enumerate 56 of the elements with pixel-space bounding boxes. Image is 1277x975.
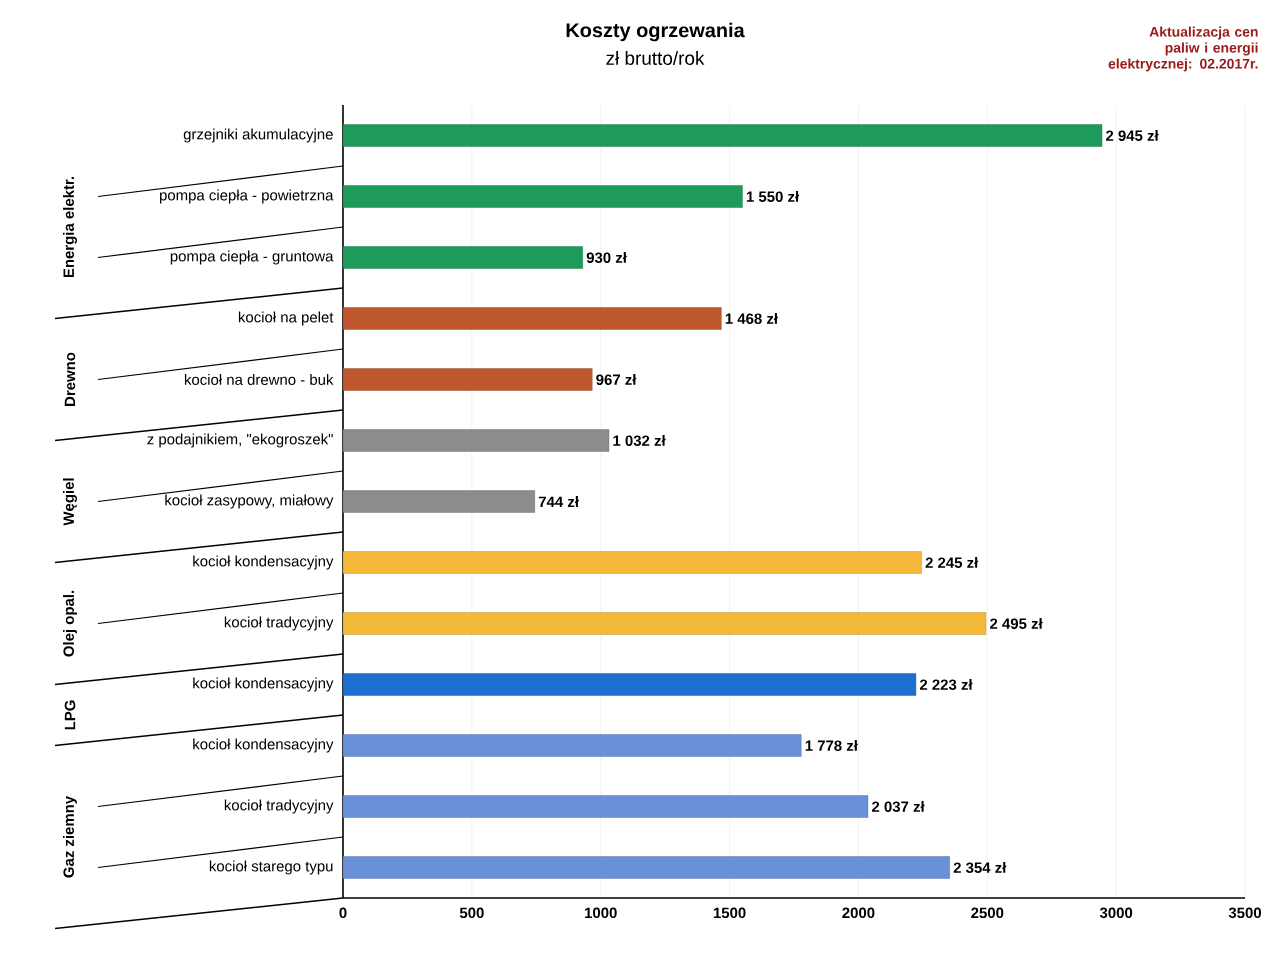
data-label: 1 550 zł xyxy=(746,191,800,202)
bar xyxy=(342,185,743,208)
x-tick-label: 3000 xyxy=(1099,907,1133,919)
y-tick-label: pompa ciepła - gruntowa xyxy=(170,250,334,265)
y-tick-label: kocioł tradycyjny xyxy=(224,616,334,631)
data-label: 2 245 zł xyxy=(925,557,979,568)
bar xyxy=(342,795,869,818)
bar xyxy=(342,124,1103,147)
bar xyxy=(342,490,535,513)
text: Olej opal. xyxy=(63,590,77,657)
bar xyxy=(342,246,583,269)
data-label: 1 778 zł xyxy=(805,740,858,751)
data-label: 2 945 zł xyxy=(1106,130,1159,141)
bar xyxy=(342,734,802,757)
bar xyxy=(342,368,593,391)
x-tick-label: 1000 xyxy=(585,907,617,919)
bar xyxy=(342,429,610,452)
bar xyxy=(342,307,722,330)
y-tick-label: kocioł starego typu xyxy=(209,860,333,875)
x-tick-label: 3500 xyxy=(1228,907,1261,919)
x-tick-label: 500 xyxy=(459,907,484,919)
data-label: 2 354 zł xyxy=(953,862,1007,874)
bar xyxy=(342,673,917,696)
data-label: 2 037 zł xyxy=(872,801,925,813)
y-tick-label: kocioł kondensacyjny xyxy=(193,555,334,570)
y-tick-label: kocioł na drewno - buk xyxy=(184,374,334,385)
x-tick-label: 2000 xyxy=(842,907,875,919)
y-tick-label: z podajnikiem, "ekogroszek" xyxy=(147,433,333,448)
text: LPG xyxy=(64,700,76,730)
text: Aktualizacja cen paliw i energii elektrycznej: 02.2017r. xyxy=(1108,26,1258,72)
y-tick-label: pompa ciepła - powietrzna xyxy=(160,189,334,204)
y-tick-label: grzejniki akumulacyjne xyxy=(183,128,333,143)
y-tick-label: kocioł zasypowy, miałowy xyxy=(165,494,334,509)
data-label: 2 223 zł xyxy=(919,679,973,691)
y-tick-label: kocioł na pelet xyxy=(238,311,334,326)
bar xyxy=(342,612,987,635)
y-tick-label: kocioł tradycyjny xyxy=(224,799,334,814)
data-label: 967 zł xyxy=(596,374,637,385)
chart-title: Koszty ogrzewania xyxy=(566,22,745,42)
y-tick-label: kocioł kondensacyjny xyxy=(193,677,334,692)
text: Drewno xyxy=(64,352,76,406)
x-tick-label: 0 xyxy=(339,907,347,919)
data-label: 744 zł xyxy=(538,496,579,507)
x-tick-label: 1500 xyxy=(713,907,746,919)
data-label: 930 zł xyxy=(586,252,627,263)
data-label: 2 495 zł xyxy=(990,618,1043,629)
text: Energia elektr. xyxy=(63,176,77,278)
bar xyxy=(342,551,922,574)
bar xyxy=(342,856,950,879)
data-label: 1 468 zł xyxy=(725,313,778,324)
text: Gaz ziemny xyxy=(63,795,77,878)
text: Węgiel xyxy=(63,478,77,526)
data-label: 1 032 zł xyxy=(613,435,666,447)
x-tick-label: 2500 xyxy=(971,907,1004,919)
chart-subtitle: zł brutto/rok xyxy=(606,51,705,65)
y-tick-label: kocioł kondensacyjny xyxy=(193,738,334,753)
